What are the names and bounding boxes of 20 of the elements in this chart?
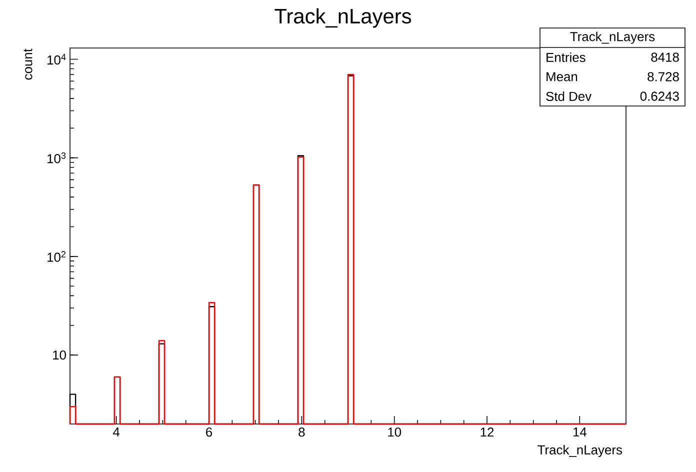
text: 0.6243 bbox=[640, 92, 679, 101]
y-tick-label: 10$^{2}$ bbox=[48, 251, 66, 262]
x-tick-label: 10 bbox=[388, 428, 402, 437]
text: 8.728 bbox=[648, 72, 679, 82]
y-tick-label: 10$^{3}$ bbox=[48, 152, 66, 164]
text: 8418 bbox=[651, 52, 679, 62]
text: Track_nLayers bbox=[570, 32, 655, 44]
y-tick-label: 10 bbox=[53, 350, 66, 360]
x-tick-label: 4 bbox=[113, 428, 120, 436]
x-tick-label: 12 bbox=[480, 428, 494, 437]
annotation: Std Dev bbox=[546, 91, 592, 101]
y-axis-title: count bbox=[24, 48, 32, 80]
annotation: Mean bbox=[546, 72, 578, 82]
y-tick-label: 10$^{4}$ bbox=[48, 54, 66, 65]
x-tick-label: 6 bbox=[206, 428, 212, 437]
chart-title: Track_nLayers bbox=[274, 8, 412, 28]
x-tick-label: 8 bbox=[298, 428, 305, 437]
annotation: Entries bbox=[546, 52, 586, 62]
x-tick-label: 14 bbox=[573, 428, 586, 436]
x-axis-title: Track_nLayers bbox=[538, 444, 622, 458]
